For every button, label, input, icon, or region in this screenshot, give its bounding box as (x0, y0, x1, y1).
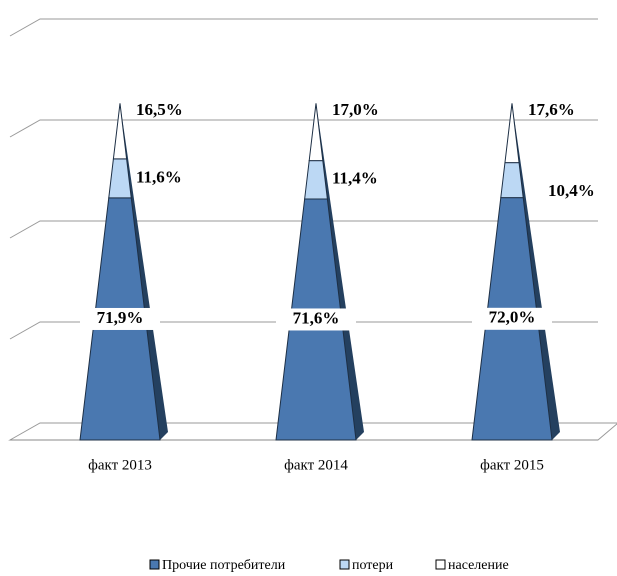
data-label: 16,5% (136, 100, 183, 119)
legend-label: потери (352, 558, 394, 573)
grid-line (9, 321, 598, 340)
legend-label: население (448, 558, 509, 573)
label-box (472, 307, 552, 330)
data-label: 17,0% (332, 100, 379, 119)
label-box (276, 308, 356, 331)
legend-item: Прочие потребители (149, 558, 286, 573)
pyramid-side (512, 103, 560, 440)
x-tick-label: факт 2013 (88, 457, 152, 473)
pyramid-segment (308, 103, 324, 162)
x-tick-label: факт 2015 (480, 457, 544, 473)
label-box (80, 307, 160, 330)
legend-item: потери (339, 558, 394, 573)
data-label: 10,4% (548, 181, 595, 200)
legend-swatch (435, 559, 446, 570)
data-label: 17,6% (528, 100, 575, 119)
data-label: 11,6% (136, 167, 182, 186)
grid-line (9, 119, 598, 138)
legend-swatch (339, 559, 350, 570)
legend-item: население (435, 558, 509, 573)
data-label: 71,6% (293, 308, 340, 327)
legend-label: Прочие потребители (162, 558, 286, 573)
pyramid-segment (304, 160, 328, 200)
pyramid-segment (112, 103, 128, 160)
pyramid-side (316, 103, 364, 440)
pyramid-side (120, 103, 168, 440)
data-label: 11,4% (332, 169, 378, 188)
x-tick-label: факт 2014 (284, 457, 348, 473)
pyramid-segment (504, 103, 520, 164)
data-label: 71,9% (97, 308, 144, 327)
grid-line (9, 18, 598, 37)
legend-swatch (149, 559, 160, 570)
pyramid-segment (500, 162, 524, 199)
data-label: 72,0% (489, 308, 536, 327)
grid-line (9, 220, 598, 239)
